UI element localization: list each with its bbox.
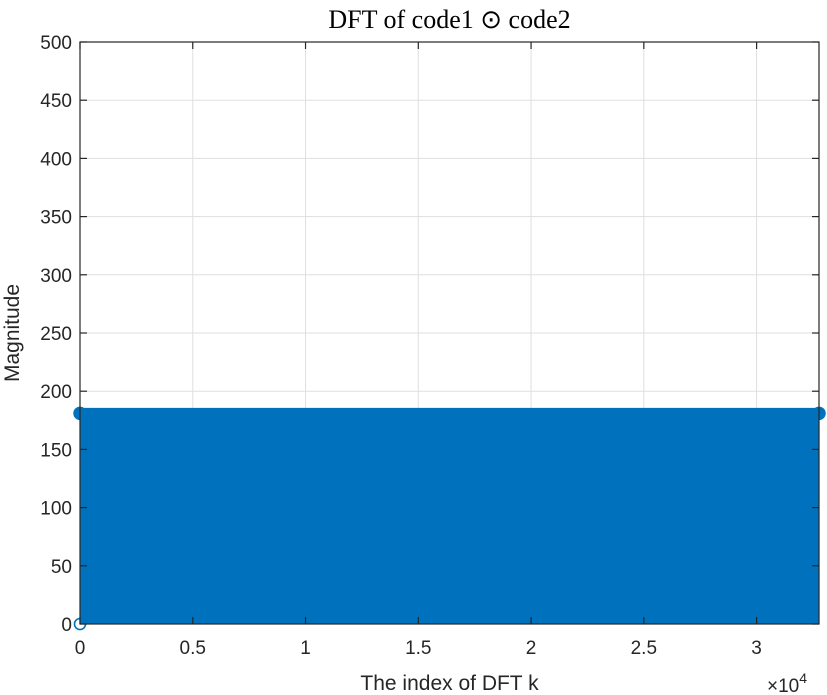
x-tick-label: 2.5	[631, 638, 657, 659]
x-tick-label: 1	[300, 638, 311, 659]
x-axis-exponent: ×104	[767, 670, 807, 695]
x-tick-label: 0	[75, 638, 86, 659]
y-tick-label: 400	[40, 149, 72, 170]
y-tick-label: 50	[51, 557, 72, 578]
y-tick-label: 100	[40, 499, 72, 520]
y-tick-label: 150	[40, 440, 72, 461]
x-axis-label: The index of DFT k	[360, 672, 539, 695]
x-tick-label: 3	[751, 638, 762, 659]
x-tick-label: 1.5	[405, 638, 431, 659]
y-tick-label: 300	[40, 266, 72, 287]
x-axis-exponent-base: ×10	[767, 676, 799, 695]
y-tick-label: 0	[61, 615, 72, 636]
chart-title: DFT of code1 ⊙ code2	[328, 5, 570, 34]
y-axis-label: Magnitude	[1, 284, 24, 382]
y-tick-label: 450	[40, 91, 72, 112]
y-tick-label: 200	[40, 382, 72, 403]
y-tick-label: 350	[40, 208, 72, 229]
x-tick-label: 0.5	[180, 638, 206, 659]
stem-band	[80, 413, 819, 624]
x-tick-label: 2	[526, 638, 537, 659]
data-series	[73, 406, 826, 631]
y-tick-label: 500	[40, 33, 72, 54]
axis-ticks: 0 50 100 150 200 250 300 350 400 450 500 0 0.5 1 1.5 2 2…	[40, 33, 819, 659]
x-axis-exponent-power: 4	[799, 670, 807, 686]
y-tick-label: 250	[40, 324, 72, 345]
